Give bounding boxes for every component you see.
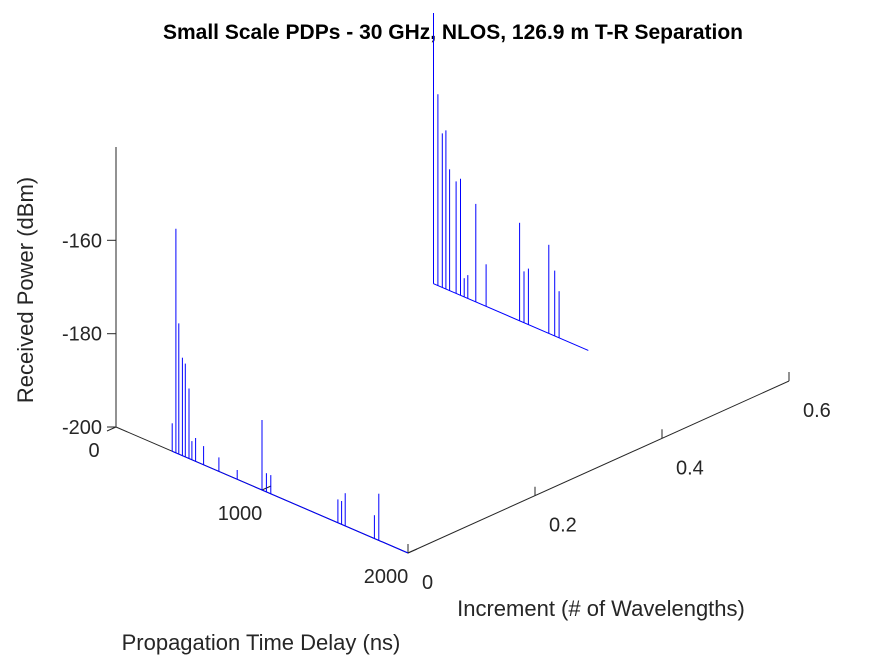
y-axis-line	[407, 380, 790, 554]
y-tick-label: 0.2	[549, 515, 577, 537]
chart-title: Small Scale PDPs - 30 GHz, NLOS, 126.9 m…	[163, 21, 743, 44]
z-axis-label: Received Power (dBm)	[13, 177, 38, 403]
series-group	[171, 13, 589, 554]
y-tick-label: 0	[422, 572, 433, 594]
pdp-baseline	[433, 283, 589, 351]
z-tick-label: -180	[62, 324, 102, 346]
pdp-series-1	[433, 13, 589, 351]
x-tick-mark	[106, 426, 117, 432]
axes: 0 1000 2000 0 0.2 0.4 0.6 -200 -180 -160	[62, 147, 831, 594]
x-tick-label: 1000	[218, 503, 263, 525]
y-axis-label: Increment (# of Wavelengths)	[457, 596, 745, 621]
y-tick-label: 0.4	[676, 457, 704, 479]
z-tick-label: -200	[62, 417, 102, 439]
x-tick-label: 2000	[364, 566, 409, 588]
x-tick-mark	[407, 548, 418, 554]
pdp-series-0	[171, 228, 409, 554]
x-axis-label: Propagation Time Delay (ns)	[122, 630, 401, 655]
pdp-baseline	[172, 450, 409, 554]
z-tick-label: -160	[62, 230, 102, 252]
y-tick-label: 0.6	[803, 400, 831, 422]
x-tick-label: 0	[88, 440, 99, 462]
